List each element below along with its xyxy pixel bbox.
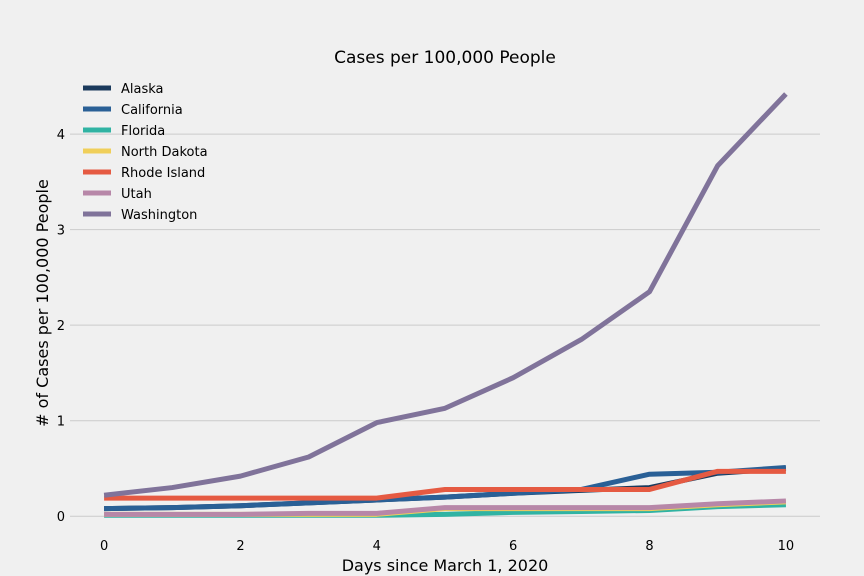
- y-tick-label: 0: [57, 510, 65, 525]
- legend: Alaska California Florida North Dakota Rhode…: [83, 82, 208, 223]
- x-axis-label: Days since March 1, 2020: [342, 556, 549, 575]
- tick-labels: 0 1 2 3 4 0 2 4 6 8 10: [57, 128, 794, 554]
- x-tick-label: 4: [373, 539, 381, 554]
- legend-label-washington: Washington: [121, 208, 197, 223]
- y-tick-label: 3: [57, 224, 65, 239]
- series-line-california: [104, 465, 787, 512]
- legend-label-utah: Utah: [121, 187, 152, 202]
- legend-label-california: California: [121, 103, 183, 118]
- x-tick-label: 10: [778, 539, 795, 554]
- y-tick-label: 1: [57, 415, 65, 430]
- y-axis-label: # of Cases per 100,000 People: [33, 179, 52, 427]
- chart-title: Cases per 100,000 People: [334, 48, 556, 68]
- series-line-rhode-island: [104, 468, 786, 501]
- grid: [70, 133, 820, 517]
- legend-label-alaska: Alaska: [121, 82, 164, 97]
- y-tick-label: 4: [57, 128, 65, 143]
- series-lines: [103, 92, 788, 518]
- legend-label-rhode-island: Rhode Island: [121, 166, 205, 181]
- y-tick-label: 2: [57, 319, 65, 334]
- x-tick-label: 0: [100, 539, 108, 554]
- x-tick-label: 8: [645, 539, 653, 554]
- x-tick-label: 2: [236, 539, 244, 554]
- series-line-utah: [104, 498, 787, 517]
- series-line-washington: [103, 92, 788, 498]
- x-tick-label: 6: [509, 539, 517, 554]
- legend-label-north-dakota: North Dakota: [121, 145, 208, 160]
- legend-label-florida: Florida: [121, 124, 165, 139]
